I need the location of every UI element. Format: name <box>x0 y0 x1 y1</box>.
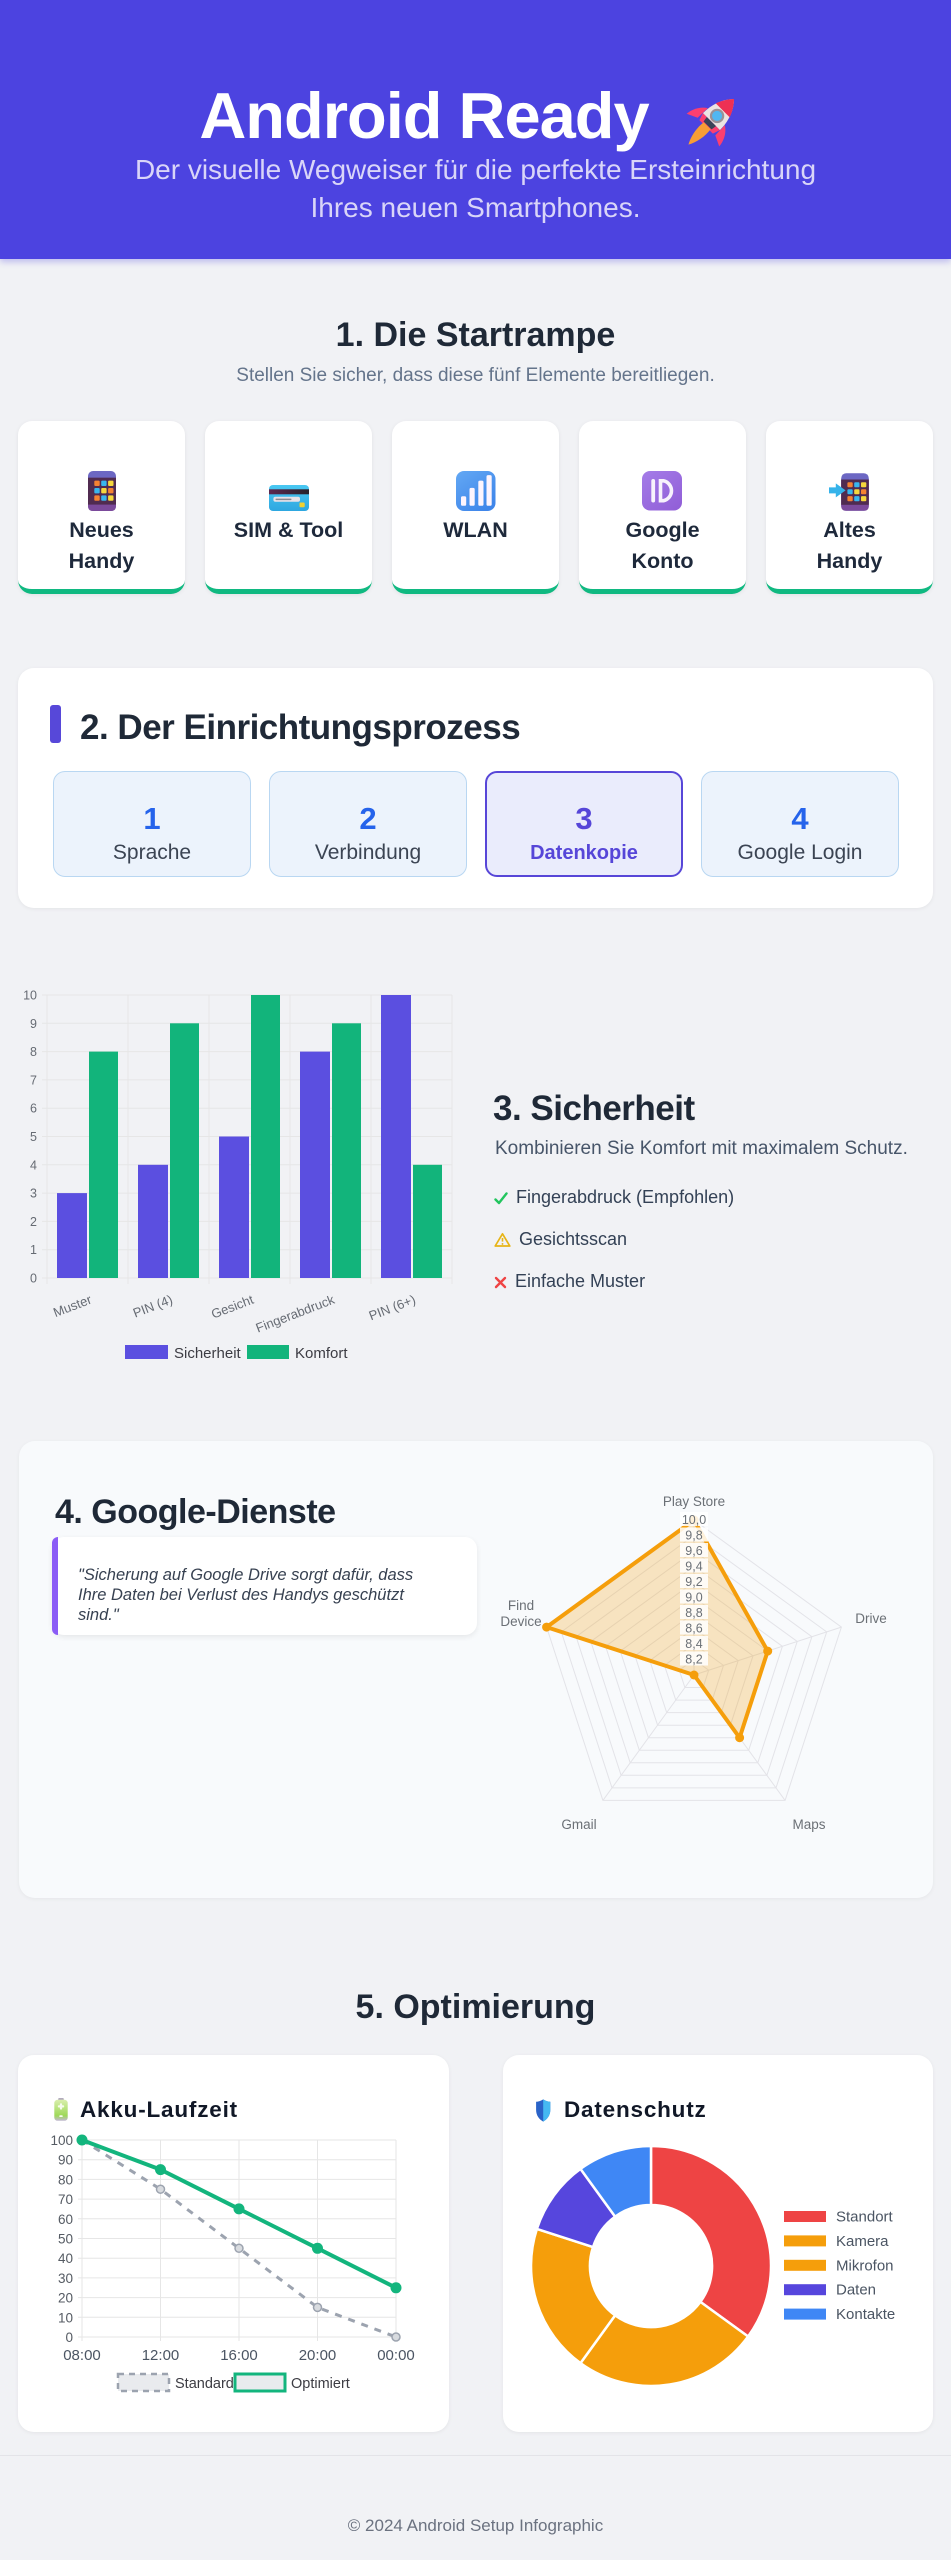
svg-text:3: 3 <box>30 1187 37 1201</box>
svg-text:40: 40 <box>58 2251 73 2266</box>
svg-text:60: 60 <box>58 2212 73 2227</box>
svg-text:Sicherheit: Sicherheit <box>174 1345 242 1362</box>
svg-text:50: 50 <box>58 2232 73 2247</box>
svg-text:80: 80 <box>58 2172 73 2187</box>
svg-text:70: 70 <box>58 2192 73 2207</box>
svg-text:Fingerabdruck: Fingerabdruck <box>254 1292 337 1336</box>
svg-text:9,6: 9,6 <box>685 1544 702 1558</box>
svg-text:PIN (6+): PIN (6+) <box>367 1292 418 1323</box>
svg-text:PIN (4): PIN (4) <box>131 1292 175 1321</box>
svg-text:9,8: 9,8 <box>685 1529 702 1543</box>
svg-text:8,4: 8,4 <box>685 1637 702 1651</box>
svg-text:Device: Device <box>500 1614 541 1629</box>
svg-text:Komfort: Komfort <box>295 1345 348 1362</box>
svg-text:12:00: 12:00 <box>142 2347 180 2364</box>
svg-text:Kamera: Kamera <box>836 2233 889 2250</box>
svg-text:20: 20 <box>58 2291 73 2306</box>
svg-text:Kontakte: Kontakte <box>836 2306 895 2323</box>
svg-text:20:00: 20:00 <box>299 2347 337 2364</box>
svg-text:6: 6 <box>30 1102 37 1116</box>
svg-text:8: 8 <box>30 1045 37 1059</box>
svg-text:Drive: Drive <box>855 1611 887 1626</box>
svg-text:2: 2 <box>30 1215 37 1229</box>
svg-text:0: 0 <box>30 1272 37 1286</box>
svg-text:Standard: Standard <box>175 2376 234 2392</box>
svg-text:8,2: 8,2 <box>685 1653 702 1667</box>
svg-text:Mikrofon: Mikrofon <box>836 2257 894 2274</box>
svg-text:90: 90 <box>58 2153 73 2168</box>
svg-text:Gesicht: Gesicht <box>209 1292 256 1322</box>
svg-text:5: 5 <box>30 1130 37 1144</box>
svg-text:30: 30 <box>58 2271 73 2286</box>
svg-text:10,0: 10,0 <box>682 1513 706 1527</box>
svg-text:Find: Find <box>508 1598 534 1613</box>
svg-text:16:00: 16:00 <box>220 2347 258 2364</box>
svg-text:10: 10 <box>23 989 37 1003</box>
svg-text:8,6: 8,6 <box>685 1622 702 1636</box>
svg-text:9: 9 <box>30 1017 37 1031</box>
svg-text:Gmail: Gmail <box>561 1817 596 1832</box>
svg-text:Optimiert: Optimiert <box>291 2376 350 2392</box>
svg-text:Daten: Daten <box>836 2282 876 2299</box>
svg-text:9,4: 9,4 <box>685 1560 702 1574</box>
svg-text:Maps: Maps <box>792 1817 825 1832</box>
svg-text:4: 4 <box>30 1158 37 1172</box>
svg-text:0: 0 <box>65 2330 73 2345</box>
svg-text:9,0: 9,0 <box>685 1591 702 1605</box>
svg-text:8,8: 8,8 <box>685 1606 702 1620</box>
svg-text:7: 7 <box>30 1073 37 1087</box>
svg-text:100: 100 <box>50 2133 73 2148</box>
svg-text:10: 10 <box>58 2310 73 2325</box>
svg-text:Muster: Muster <box>51 1292 94 1320</box>
svg-text:08:00: 08:00 <box>63 2347 101 2364</box>
svg-text:Standort: Standort <box>836 2209 894 2226</box>
svg-text:00:00: 00:00 <box>377 2347 415 2364</box>
svg-text:9,2: 9,2 <box>685 1575 702 1589</box>
svg-text:1: 1 <box>30 1243 37 1257</box>
svg-text:Play Store: Play Store <box>663 1494 725 1509</box>
